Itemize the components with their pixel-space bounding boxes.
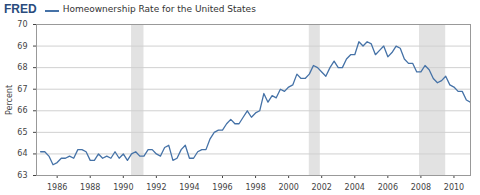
svg-text:67: 67: [17, 85, 27, 94]
svg-text:64: 64: [17, 149, 27, 158]
svg-text:2010: 2010: [444, 183, 464, 192]
svg-text:1988: 1988: [80, 183, 100, 192]
svg-text:1990: 1990: [113, 183, 133, 192]
svg-text:63: 63: [17, 171, 27, 180]
svg-text:2006: 2006: [378, 183, 398, 192]
svg-text:66: 66: [17, 106, 27, 115]
svg-text:69: 69: [17, 42, 27, 51]
svg-text:1998: 1998: [245, 183, 265, 192]
svg-text:Percent: Percent: [5, 85, 14, 115]
svg-text:2000: 2000: [278, 183, 298, 192]
svg-text:65: 65: [17, 128, 27, 137]
html-text:FRED: FRED: [4, 2, 37, 16]
svg-text:2002: 2002: [312, 183, 332, 192]
svg-text:1992: 1992: [146, 183, 166, 192]
svg-text:70: 70: [17, 20, 27, 29]
svg-text:2004: 2004: [345, 183, 365, 192]
svg-text:2008: 2008: [411, 183, 431, 192]
svg-text:1996: 1996: [212, 183, 232, 192]
html-text:Homeownership Rate for the Uni: Homeownership Rate for the United States: [62, 4, 256, 14]
svg-text:68: 68: [17, 63, 27, 72]
svg-text:1986: 1986: [47, 183, 67, 192]
svg-text:1994: 1994: [179, 183, 199, 192]
